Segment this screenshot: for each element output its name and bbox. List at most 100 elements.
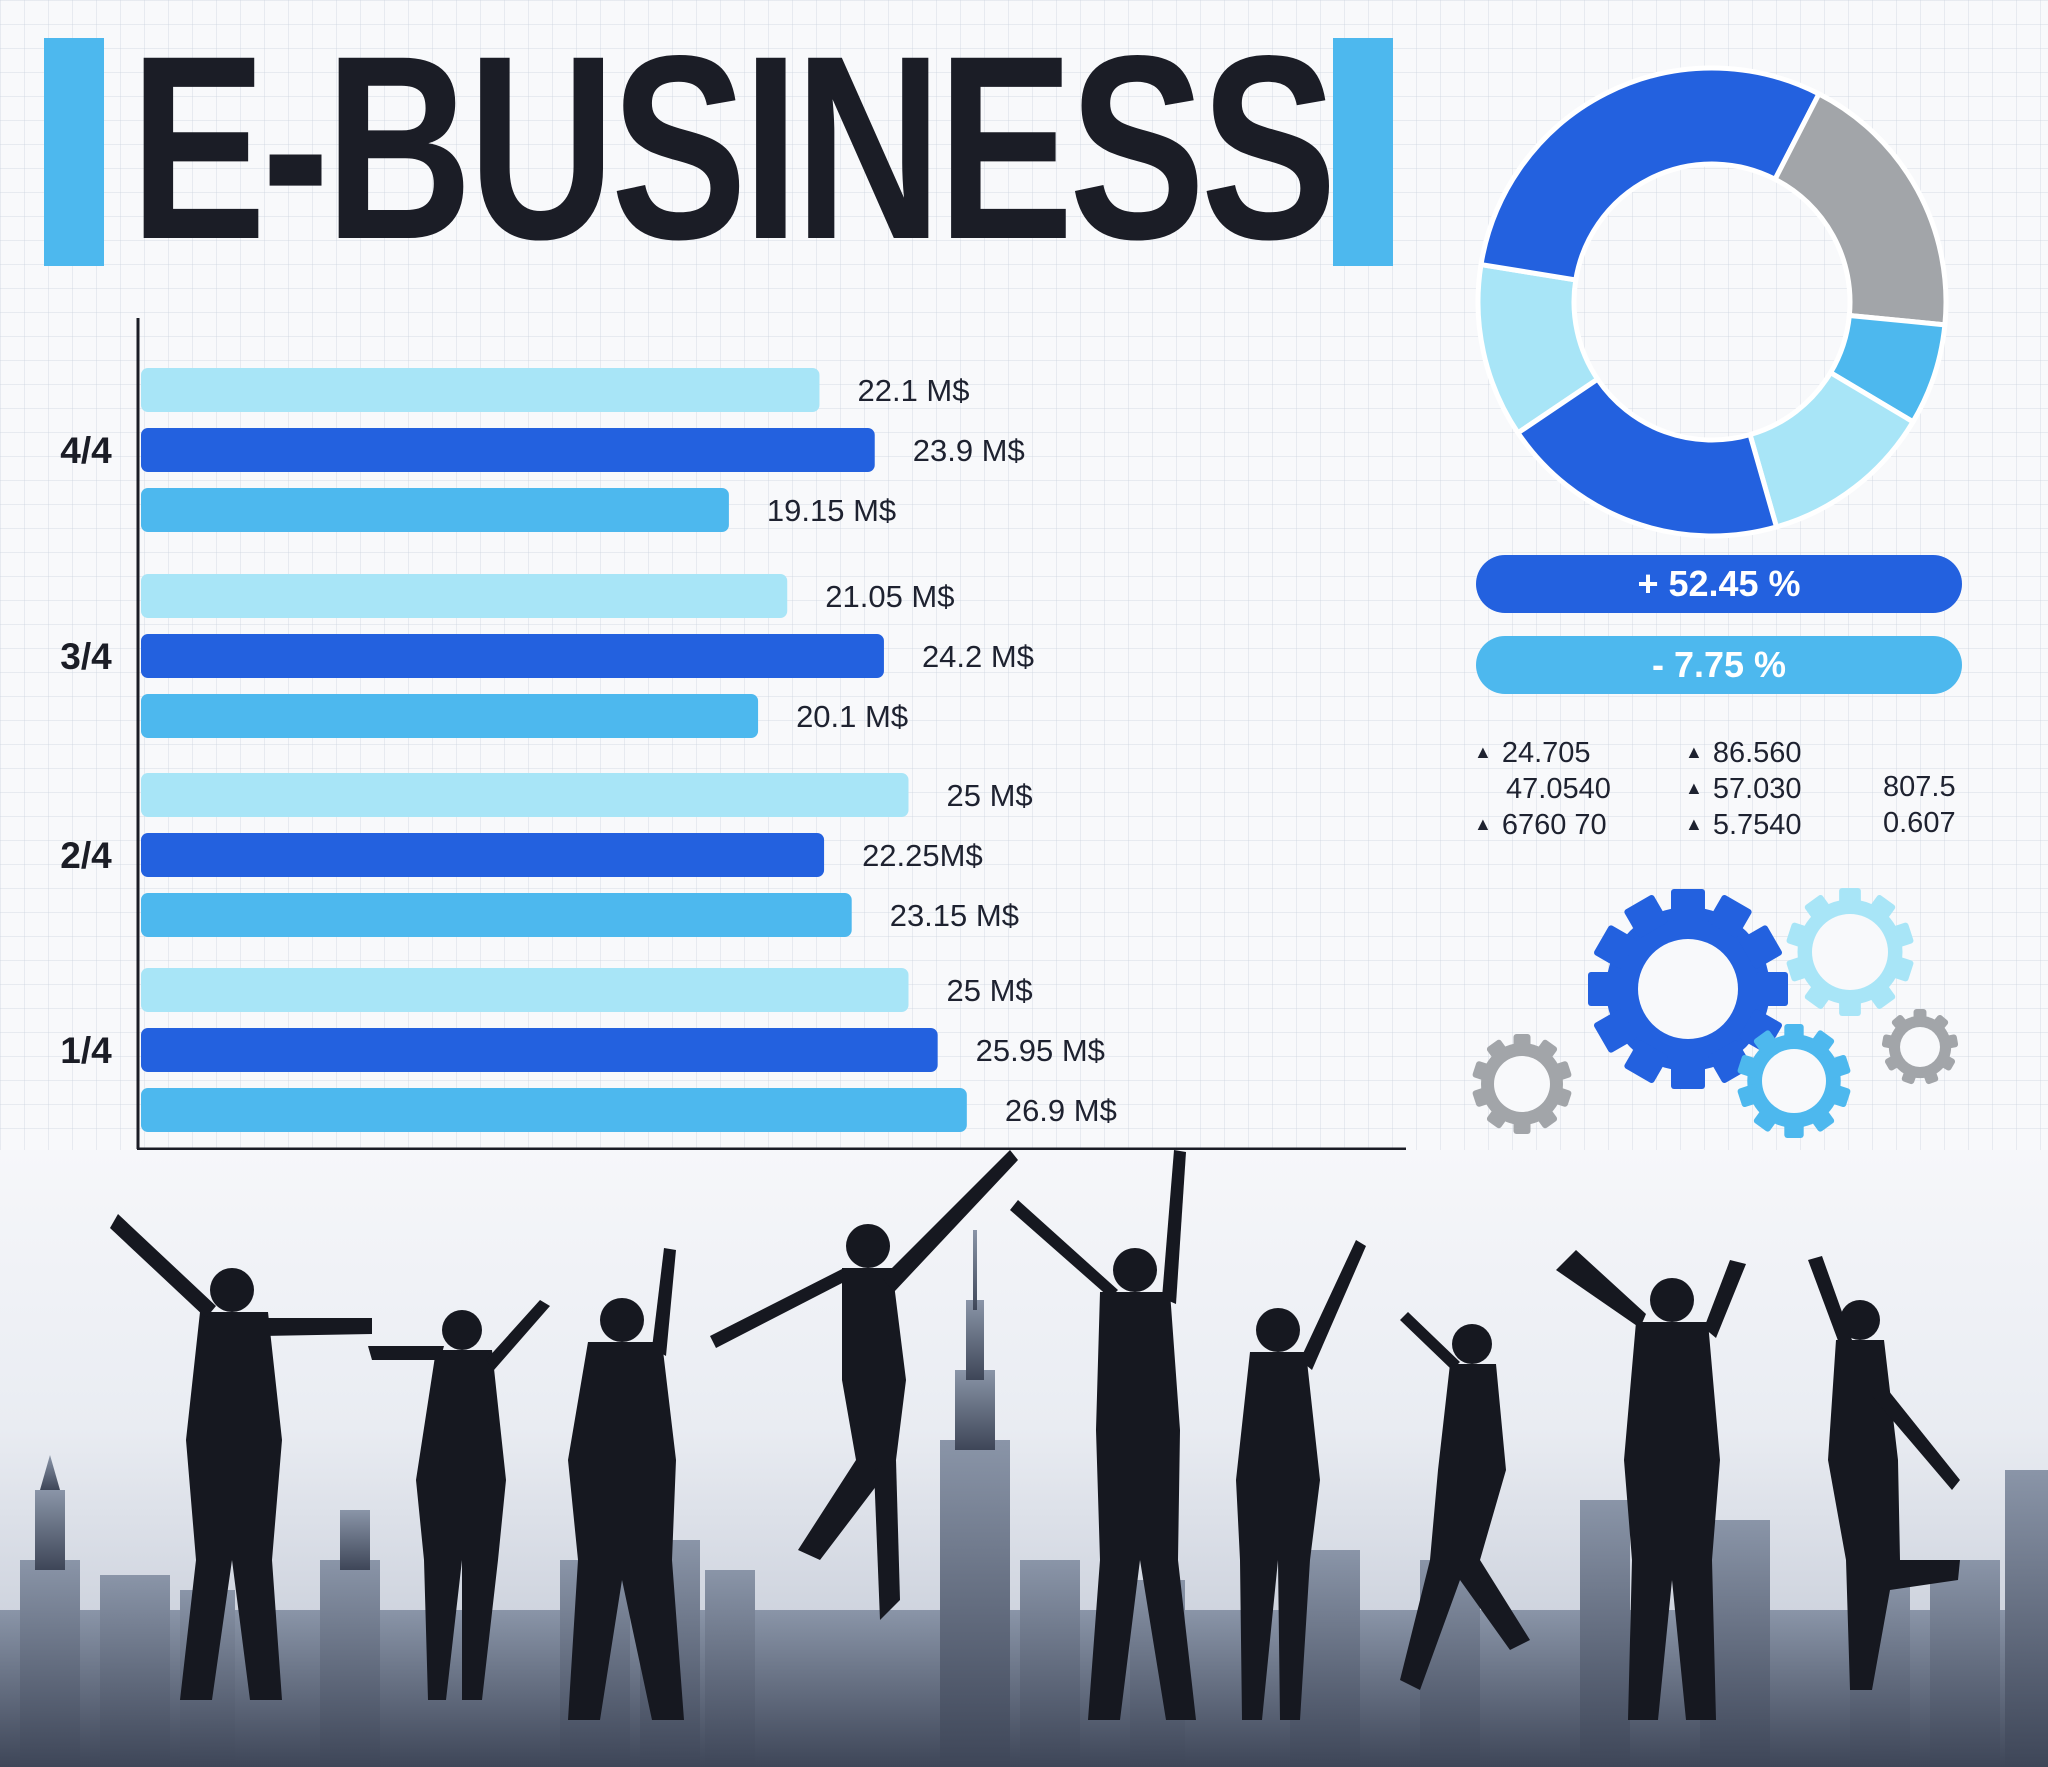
gear-tooth	[1881, 1034, 1897, 1049]
indicator-up-pill: + 52.45 %	[1476, 555, 1962, 613]
data-label: 21.05 M$	[825, 579, 954, 614]
stat-plain-2: 807.5	[1883, 771, 1956, 804]
gear-tooth	[1884, 1054, 1901, 1071]
bar	[141, 574, 788, 618]
stat-up-1: ▲ 24.705	[1474, 737, 1591, 770]
stat-value: 47.0540	[1506, 773, 1611, 805]
category-label: 2/4	[60, 835, 112, 876]
gear-hole	[1638, 939, 1738, 1039]
gear-tooth	[1827, 1054, 1851, 1078]
gear-tooth	[1784, 1118, 1804, 1138]
gear-tooth	[1486, 1106, 1509, 1129]
gear-tooth	[1943, 1034, 1959, 1049]
data-label: 22.25M$	[862, 838, 983, 873]
gear-hole	[1762, 1049, 1826, 1113]
title-bar-left	[44, 38, 104, 266]
stat-plain-3: 0.607	[1883, 807, 1956, 840]
stat-plain-1: 47.0540	[1506, 773, 1611, 806]
gear-tooth	[1901, 1068, 1917, 1085]
data-label: 25 M$	[947, 778, 1033, 813]
indicator-down-pill: - 7.75 %	[1476, 636, 1962, 694]
gear-tooth	[1737, 1054, 1761, 1078]
gear-tooth	[1513, 1034, 1531, 1051]
gear-tooth	[1588, 972, 1620, 1006]
bar	[141, 893, 852, 937]
gear-tooth	[1804, 981, 1833, 1009]
gear-tooth	[1867, 981, 1896, 1009]
data-label: 24.2 M$	[922, 639, 1034, 674]
gear-tooth	[1671, 1057, 1705, 1089]
donut-slice	[1771, 90, 1949, 328]
data-label: 23.9 M$	[913, 433, 1025, 468]
bar	[141, 773, 909, 817]
gear-tooth	[1839, 888, 1861, 910]
people-silhouettes	[110, 1150, 1960, 1720]
gear-medium-icon	[1737, 1024, 1851, 1138]
gear-tooth	[1472, 1086, 1493, 1107]
page-title: E-BUSINESS	[130, 1, 1337, 294]
gear-tooth	[1891, 1014, 1908, 1032]
gear-tooth	[1708, 894, 1752, 938]
celebrating-team-photo	[0, 1150, 2048, 1767]
bar	[141, 634, 884, 678]
data-label: 26.9 M$	[1005, 1093, 1117, 1128]
bar	[141, 1028, 938, 1072]
stat-value: 807.5	[1883, 771, 1956, 803]
bar	[141, 488, 729, 532]
donut-slice	[1478, 65, 1823, 283]
gear-tooth	[1786, 955, 1812, 982]
stat-up-4: ▲ 57.030	[1685, 773, 1802, 806]
stat-up-5: ▲ 5.7540	[1685, 809, 1802, 842]
stat-up-2: ▲ 6760 70	[1474, 809, 1607, 842]
gear-tooth	[1809, 1107, 1835, 1132]
bar	[141, 1088, 967, 1132]
category-label: 3/4	[60, 636, 112, 677]
stat-value: 6760 70	[1501, 809, 1607, 841]
bar	[141, 833, 825, 877]
gear-tooth	[1535, 1039, 1558, 1062]
gear-tooth	[1737, 1084, 1761, 1108]
stat-value: 57.030	[1712, 773, 1802, 805]
gear-tooth	[1593, 1009, 1637, 1053]
gear-tooth	[1923, 1068, 1939, 1085]
donut-chart	[1475, 65, 1949, 539]
up-triangle-icon: ▲	[1685, 814, 1703, 834]
up-triangle-icon: ▲	[1685, 742, 1703, 762]
gear-tooth	[1535, 1106, 1558, 1129]
gear-tooth	[1867, 895, 1896, 923]
gear-tooth	[1513, 1117, 1531, 1134]
stat-value: 0.607	[1883, 807, 1956, 839]
gear-tooth	[1784, 1024, 1804, 1044]
stat-value: 86.560	[1712, 737, 1802, 769]
stat-up-3: ▲ 86.560	[1685, 737, 1802, 770]
gear-tooth	[1939, 1054, 1956, 1071]
gear-tooth	[1913, 1009, 1927, 1023]
gear-small-icon	[1881, 1009, 1959, 1085]
gear-tooth	[1888, 922, 1914, 949]
gear-tooth	[1839, 994, 1861, 1016]
data-label: 19.15 M$	[767, 493, 896, 528]
category-label: 1/4	[60, 1030, 112, 1071]
gear-hole	[1494, 1056, 1550, 1112]
category-label: 4/4	[60, 430, 112, 471]
bar	[141, 368, 820, 412]
bar	[141, 428, 875, 472]
up-triangle-icon: ▲	[1474, 814, 1492, 834]
bar	[141, 968, 909, 1012]
gear-tooth	[1932, 1014, 1949, 1032]
up-triangle-icon: ▲	[1474, 742, 1492, 762]
gear-tooth	[1472, 1061, 1493, 1082]
gear-tooth	[1753, 1107, 1779, 1132]
title-bar-right	[1333, 38, 1393, 266]
data-label: 22.1 M$	[857, 373, 969, 408]
gear-tooth	[1624, 1040, 1668, 1084]
gear-tooth	[1551, 1086, 1572, 1107]
data-label: 20.1 M$	[796, 699, 908, 734]
gear-hole	[1812, 914, 1888, 990]
stat-value: 5.7540	[1712, 809, 1802, 841]
gear-tooth	[1888, 955, 1914, 982]
up-triangle-icon: ▲	[1685, 778, 1703, 798]
gear-tooth	[1827, 1084, 1851, 1108]
gear-tooth	[1753, 1030, 1779, 1055]
gear-tooth	[1786, 922, 1812, 949]
